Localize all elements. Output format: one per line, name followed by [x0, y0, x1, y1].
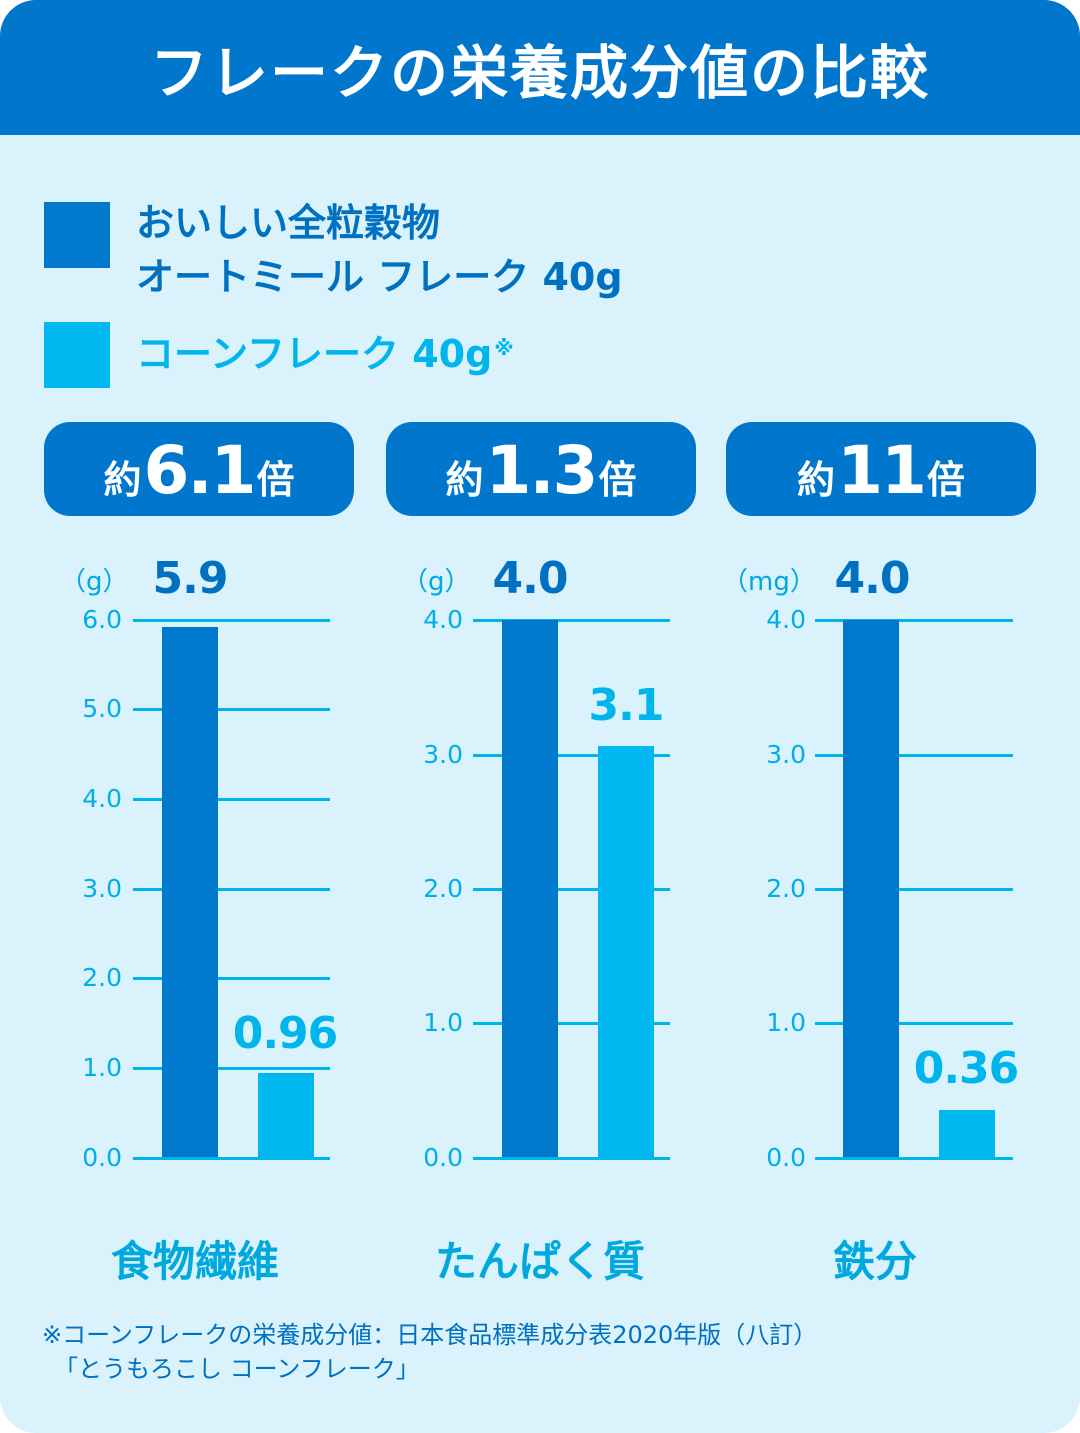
badge-suffix: 倍	[256, 458, 295, 502]
y-tick: 1.0	[82, 1053, 122, 1082]
gridline	[133, 977, 330, 980]
legend-oatmeal-line2: オートミール フレーク 40g	[136, 255, 623, 299]
bar-cornflake	[598, 746, 654, 1158]
bar-cornflake	[939, 1110, 995, 1158]
y-tick: 4.0	[82, 784, 122, 813]
value-label-oatmeal: 4.0	[834, 553, 911, 604]
y-tick: 4.0	[766, 605, 806, 634]
gridline	[133, 798, 330, 801]
gridline	[815, 1022, 1013, 1025]
x-axis-baseline	[815, 1157, 1013, 1160]
badge-suffix: 倍	[926, 458, 965, 502]
value-label-oatmeal: 5.9	[152, 553, 229, 604]
y-tick: 2.0	[423, 874, 463, 903]
gridline	[473, 1022, 670, 1025]
x-axis-baseline	[133, 1157, 330, 1160]
gridline	[133, 619, 330, 622]
y-tick: 1.0	[423, 1008, 463, 1037]
footnote-mark: ※	[494, 336, 514, 360]
ratio-badge-protein: 約 1.3 倍	[386, 422, 696, 516]
ratio-badge-iron: 約 11 倍	[726, 422, 1036, 516]
y-tick: 2.0	[82, 963, 122, 992]
gridline	[815, 754, 1013, 757]
badge-number: 6.1	[143, 432, 257, 509]
value-label-cornflake: 0.36	[913, 1043, 1020, 1094]
badge-number: 1.3	[485, 432, 599, 509]
gridline	[133, 1067, 330, 1070]
footnote-line-1: ※コーンフレークの栄養成分値：日本食品標準成分表2020年版（八訂）	[42, 1321, 818, 1349]
legend-label-cornflake: コーンフレーク 40g ※	[136, 327, 514, 381]
value-label-cornflake: 3.1	[588, 680, 665, 731]
page-title: フレークの栄養成分値の比較	[149, 38, 930, 107]
y-axis-unit: （g）	[60, 567, 129, 597]
source-footnote: ※コーンフレークの栄養成分値：日本食品標準成分表2020年版（八訂） 「とうもろ…	[42, 1318, 817, 1386]
y-tick: 0.0	[766, 1143, 806, 1172]
legend-swatch-oatmeal	[44, 202, 110, 268]
x-axis-baseline	[473, 1157, 670, 1160]
gridline	[815, 888, 1013, 891]
badge-prefix: 約	[797, 458, 836, 502]
value-label-oatmeal: 4.0	[492, 553, 569, 604]
gridline	[815, 619, 1013, 622]
y-axis-unit: （mg）	[722, 567, 816, 597]
y-tick: 3.0	[423, 740, 463, 769]
bar-oatmeal	[162, 627, 218, 1158]
ratio-badge-fiber: 約 6.1 倍	[44, 422, 354, 516]
y-tick: 6.0	[82, 605, 122, 634]
badge-number: 11	[837, 432, 927, 509]
bar-oatmeal	[502, 620, 558, 1158]
gridline	[133, 708, 330, 711]
category-label-iron: 鉄分	[832, 1237, 917, 1286]
legend-swatch-cornflake	[44, 322, 110, 388]
legend-cornflake-text: コーンフレーク 40g	[136, 332, 493, 376]
gridline	[473, 619, 670, 622]
y-tick: 5.0	[82, 694, 122, 723]
y-tick: 0.0	[423, 1143, 463, 1172]
y-tick: 0.0	[82, 1143, 122, 1172]
gridline	[133, 888, 330, 891]
badge-suffix: 倍	[598, 458, 637, 502]
bar-cornflake	[258, 1073, 314, 1158]
y-tick: 4.0	[423, 605, 463, 634]
y-tick: 3.0	[766, 740, 806, 769]
y-tick: 2.0	[766, 874, 806, 903]
badge-prefix: 約	[445, 458, 484, 502]
title-banner: フレークの栄養成分値の比較	[0, 0, 1080, 135]
category-label-fiber: 食物繊維	[110, 1237, 279, 1286]
value-label-cornflake: 0.96	[232, 1008, 339, 1059]
legend-label-oatmeal: おいしい全粒穀物 オートミール フレーク 40g	[136, 196, 623, 304]
legend-oatmeal-line1: おいしい全粒穀物	[136, 201, 441, 245]
gridline	[473, 888, 670, 891]
badge-prefix: 約	[103, 458, 142, 502]
y-tick: 1.0	[766, 1008, 806, 1037]
y-tick: 3.0	[82, 874, 122, 903]
y-axis-unit: （g）	[402, 567, 471, 597]
category-label-protein: たんぱく質	[434, 1237, 645, 1286]
bar-oatmeal	[843, 620, 899, 1158]
gridline	[473, 754, 670, 757]
footnote-line-2: 「とうもろこし コーンフレーク」	[54, 1355, 420, 1383]
